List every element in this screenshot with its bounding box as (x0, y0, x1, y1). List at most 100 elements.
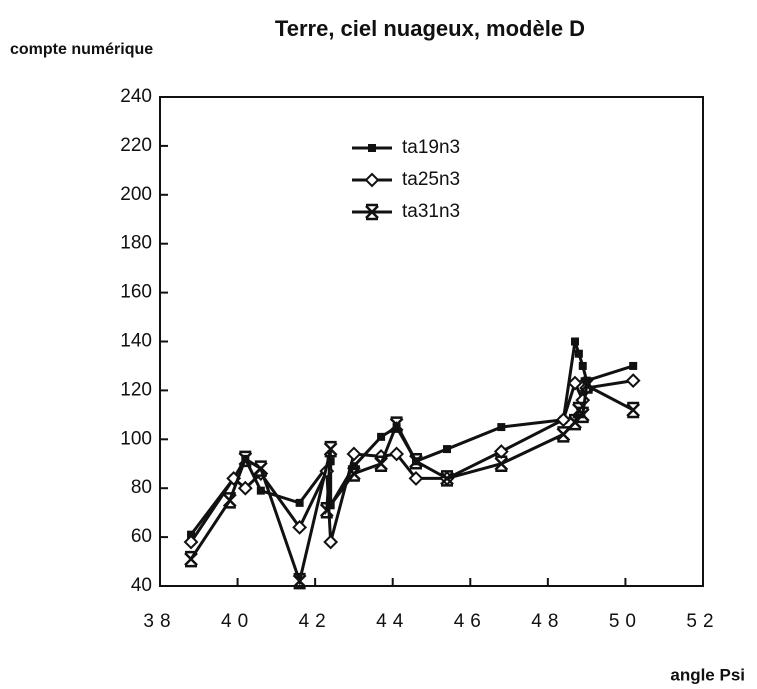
marker-diamond (389, 446, 405, 462)
marker-star (253, 460, 268, 477)
marker-star (389, 416, 404, 433)
marker-star (568, 413, 582, 431)
marker-square (571, 337, 580, 346)
chart-title: Terre, ciel nuageux, modèle D (275, 16, 585, 41)
marker-diamond (625, 373, 641, 389)
x-tick-label: 52 (686, 611, 719, 632)
marker (578, 361, 587, 370)
legend-label: ta31n3 (402, 201, 460, 222)
marker (365, 203, 379, 221)
marker (183, 534, 199, 550)
marker-square (256, 486, 265, 495)
y-tick-label: 160 (120, 282, 152, 303)
marker (238, 450, 253, 468)
legend-label: ta25n3 (402, 169, 460, 190)
x-tick-label: 42 (299, 611, 332, 632)
marker (626, 401, 641, 419)
marker (571, 337, 580, 346)
marker (556, 426, 571, 443)
marker (567, 375, 583, 391)
marker-star (238, 450, 253, 468)
marker (346, 446, 362, 462)
marker-star (556, 426, 571, 443)
marker (364, 172, 380, 188)
y-tick-label: 200 (120, 184, 152, 205)
marker-square (368, 144, 376, 152)
x-tick-label: 40 (221, 611, 254, 632)
marker-square (295, 498, 304, 507)
marker (347, 465, 361, 482)
y-tick-label: 240 (120, 86, 152, 107)
marker (222, 492, 237, 509)
marker-star (365, 203, 379, 221)
marker-star (374, 455, 388, 472)
marker (494, 455, 509, 472)
marker (555, 412, 571, 428)
marker (497, 423, 506, 432)
marker (256, 486, 265, 495)
marker-star (347, 465, 361, 482)
y-tick-label: 220 (120, 135, 152, 156)
x-tick-label: 38 (143, 611, 176, 632)
marker-diamond (346, 446, 362, 462)
y-tick-label: 140 (120, 331, 152, 352)
marker (389, 446, 405, 462)
marker (377, 432, 386, 441)
marker-diamond (408, 471, 424, 486)
marker (323, 440, 338, 458)
marker (440, 470, 454, 487)
marker (575, 406, 590, 424)
marker (408, 471, 424, 486)
x-tick-label: 50 (609, 611, 642, 632)
marker (368, 144, 376, 152)
y-tick-label: 40 (131, 575, 152, 596)
marker-square (443, 445, 452, 454)
marker-diamond (323, 534, 339, 550)
marker-star (409, 453, 423, 470)
legend-label: ta19n3 (402, 137, 460, 158)
marker (323, 534, 339, 550)
marker-square (497, 423, 506, 432)
x-axis-label: angle Psi (670, 665, 745, 684)
marker (253, 460, 268, 477)
marker-star (323, 440, 338, 458)
marker-star (319, 501, 334, 519)
marker-diamond (567, 375, 583, 391)
marker (292, 519, 308, 535)
marker (295, 498, 304, 507)
marker-square (629, 361, 638, 370)
marker-star (292, 572, 307, 590)
marker (629, 361, 638, 370)
y-axis-label: compte numérique (10, 41, 153, 58)
marker-diamond (183, 534, 199, 550)
marker-square (574, 349, 583, 358)
marker (319, 501, 334, 519)
marker (625, 373, 641, 389)
marker-diamond (364, 172, 380, 188)
x-tick-label: 46 (454, 611, 487, 632)
marker-diamond (292, 519, 308, 535)
marker (184, 550, 198, 568)
marker-star (579, 377, 594, 394)
marker-star (575, 406, 590, 424)
y-tick-label: 180 (120, 233, 152, 254)
marker-star (222, 492, 237, 509)
marker-star (494, 455, 509, 472)
marker (579, 377, 594, 394)
marker (568, 413, 582, 431)
x-tick-label: 48 (531, 611, 564, 632)
marker-star (184, 550, 198, 568)
marker (409, 453, 423, 470)
marker (389, 416, 404, 433)
marker (237, 480, 253, 496)
y-tick-label: 60 (131, 526, 152, 547)
marker-diamond (555, 412, 571, 428)
marker-star (440, 470, 454, 487)
marker-diamond (237, 480, 253, 496)
marker-star (626, 401, 641, 419)
marker (574, 349, 583, 358)
marker (374, 455, 388, 472)
marker-square (578, 361, 587, 370)
y-tick-label: 80 (131, 477, 152, 498)
